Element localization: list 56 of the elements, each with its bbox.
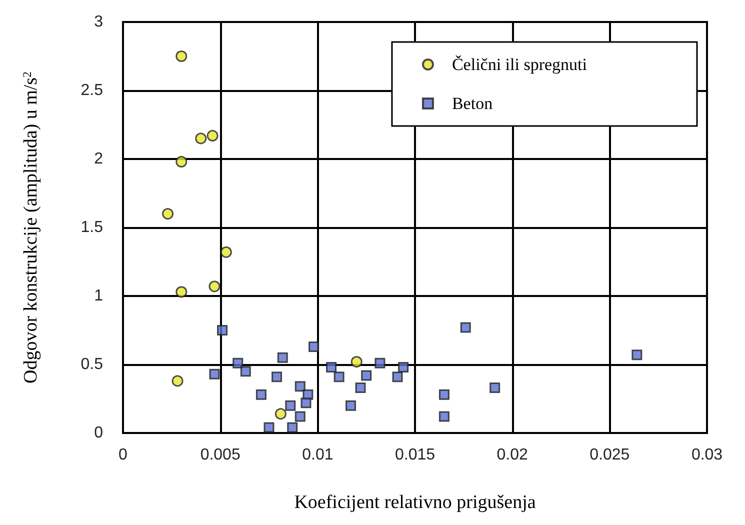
point [490,382,500,394]
point [176,286,188,298]
point [308,341,320,352]
point [300,398,312,408]
point [206,130,218,142]
point [438,411,450,422]
point [334,372,344,382]
point [256,389,266,400]
point [232,358,244,368]
y-tick-label: 0 [94,424,104,442]
y-tick-label: 0.5 [80,356,104,373]
y-tick-label: 1.5 [80,219,104,236]
point [350,356,362,368]
legend-label: Čelični ili spregnuti [452,55,588,74]
x-tick-label: 0.015 [394,446,436,464]
point [272,372,282,382]
point [355,382,366,394]
point [326,362,337,372]
point [277,352,288,363]
point [208,280,220,292]
point [264,422,274,433]
y-tick-label: 1 [94,288,104,304]
x-tick-label: 0 [118,446,128,464]
x-tick-label: 0.005 [200,446,240,464]
y-tick-label: 2 [94,150,104,168]
point [398,362,409,372]
x-axis-title: Koeficijent relativno prigušenja [294,492,536,513]
legend-label: Beton [452,94,494,113]
y-tick-label: 3 [94,14,104,30]
point [361,370,372,381]
point [392,372,403,382]
point [220,246,232,258]
point [240,366,251,377]
x-tick-label: 0.03 [691,446,723,464]
point [285,400,296,411]
point [172,375,184,387]
x-tick-label: 0.01 [302,446,334,464]
point [209,368,220,380]
y-tick-label: 2.5 [80,82,104,99]
point [274,408,286,420]
point [287,422,298,433]
point [176,156,188,168]
point [294,411,306,422]
point [176,50,188,62]
point [438,389,450,400]
point [162,208,174,220]
y-axis-title: Odgovor konstrukcije (amplituda) u m/s2 [20,71,42,384]
x-tick-label: 0.025 [590,446,630,464]
x-tick-label: 0.02 [496,446,528,464]
point [374,358,386,368]
point [460,322,471,333]
point [632,350,642,360]
point [195,132,207,144]
point [294,381,306,392]
point [346,400,356,411]
point [217,325,228,336]
